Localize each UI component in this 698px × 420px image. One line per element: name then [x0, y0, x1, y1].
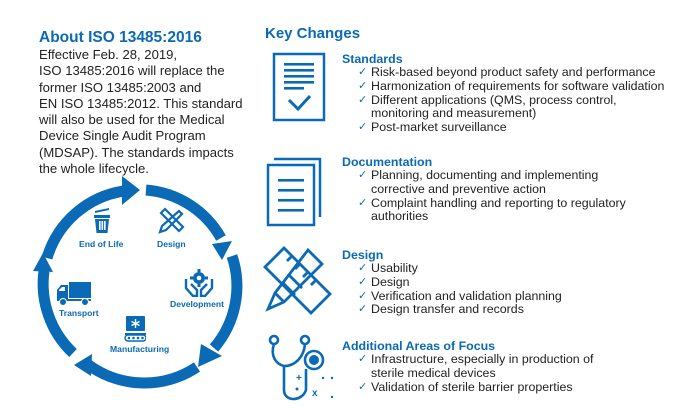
list-item: ✓ Complaint handling and reporting to reg…: [358, 195, 626, 224]
section-title: Standards: [342, 52, 403, 66]
truck-icon: [57, 282, 91, 306]
about-title: About ISO 13485:2016: [39, 29, 202, 46]
list-item: ✓ Infrastructure, especially in productio…: [358, 352, 594, 380]
pencil-ruler-icon: [263, 246, 332, 315]
check-icon: ✓: [358, 169, 368, 181]
about-line: (MDSAP). The standards impacts: [39, 144, 234, 160]
svg-text:x: x: [312, 388, 318, 399]
section-title: Design: [342, 248, 384, 262]
stage-label-manufacturing: Manufacturing: [110, 344, 170, 354]
section-additional-areas: Additional Areas of Focus ✓ Infrastructur…: [342, 339, 593, 394]
check-icon: ✓: [358, 79, 368, 92]
check-icon: ✓: [358, 93, 368, 106]
list-item: ✓ Design transfer and records: [358, 302, 524, 317]
about-line: Effective Feb. 28, 2019,: [39, 47, 178, 62]
pencil-ruler-icon: [158, 207, 185, 234]
stage-label-transport: Transport: [59, 308, 99, 318]
check-icon: ✓: [358, 121, 368, 134]
check-icon: ✓: [358, 289, 368, 302]
check-icon: ✓: [358, 196, 368, 209]
section-design: Design ✓ Usability ✓ Design ✓ Verification …: [342, 248, 562, 317]
check-icon: ✓: [358, 303, 368, 316]
conveyor-icon: [124, 316, 146, 342]
list-item: ✓ Validation of sterile barrier propertie…: [358, 379, 573, 394]
about-line: Device Single Audit Program: [39, 128, 206, 144]
list-item: ✓ Usability: [358, 261, 418, 275]
about-line: the whole lifecycle.: [39, 161, 149, 177]
section-documentation: Documentation ✓ Planning, documenting and…: [342, 155, 626, 224]
check-icon: ✓: [358, 262, 368, 274]
list-item: ✓ Harmonization of requirements for softw…: [358, 78, 665, 93]
about-line: will also be used for the Medical: [39, 112, 225, 128]
about-line: former ISO 13485:2003 and: [39, 79, 202, 95]
check-icon: ✓: [358, 353, 368, 365]
list-item: ✓ Planning, documenting and implementing …: [358, 168, 599, 196]
stage-label-end-of-life: End of Life: [79, 239, 124, 249]
key-changes-title: Key Changes: [265, 25, 361, 42]
section-title: Additional Areas of Focus: [342, 339, 496, 353]
svg-text:+: +: [296, 373, 302, 384]
section-standards: Standards ✓ Risk-based beyond product saf…: [342, 52, 664, 135]
hands-gear-icon: [184, 269, 214, 297]
lifecycle-diagram: End of Life Design Development Manufactu…: [0, 168, 260, 415]
section-title: Documentation: [342, 155, 433, 169]
check-icon: ✓: [358, 380, 368, 393]
documents-icon: [266, 157, 322, 227]
lifecycle-arrows: [33, 176, 243, 389]
stage-label-development: Development: [170, 299, 224, 309]
about-line: EN ISO 13485:2012. This standard: [39, 95, 243, 111]
list-item: ✓ Different applications (QMS, process co…: [358, 92, 617, 121]
checklist-document-icon: [272, 52, 326, 122]
about-line: ISO 13485:2016 will replace the: [39, 63, 225, 79]
list-item: ✓ Post-market surveillance: [358, 120, 507, 135]
stage-label-design: Design: [157, 239, 186, 249]
check-icon: ✓: [358, 66, 368, 78]
list-item: ✓ Design: [358, 274, 410, 289]
list-item: ✓ Verification and validation planning: [358, 288, 562, 303]
about-paragraph: Effective Feb. 28, 2019, ISO 13485:2016 …: [39, 47, 279, 177]
trash-icon: [94, 208, 110, 233]
list-item: ✓ Risk-based beyond product safety and pe…: [358, 65, 656, 79]
stethoscope-icon: + x: [268, 334, 334, 401]
check-icon: ✓: [358, 275, 368, 288]
